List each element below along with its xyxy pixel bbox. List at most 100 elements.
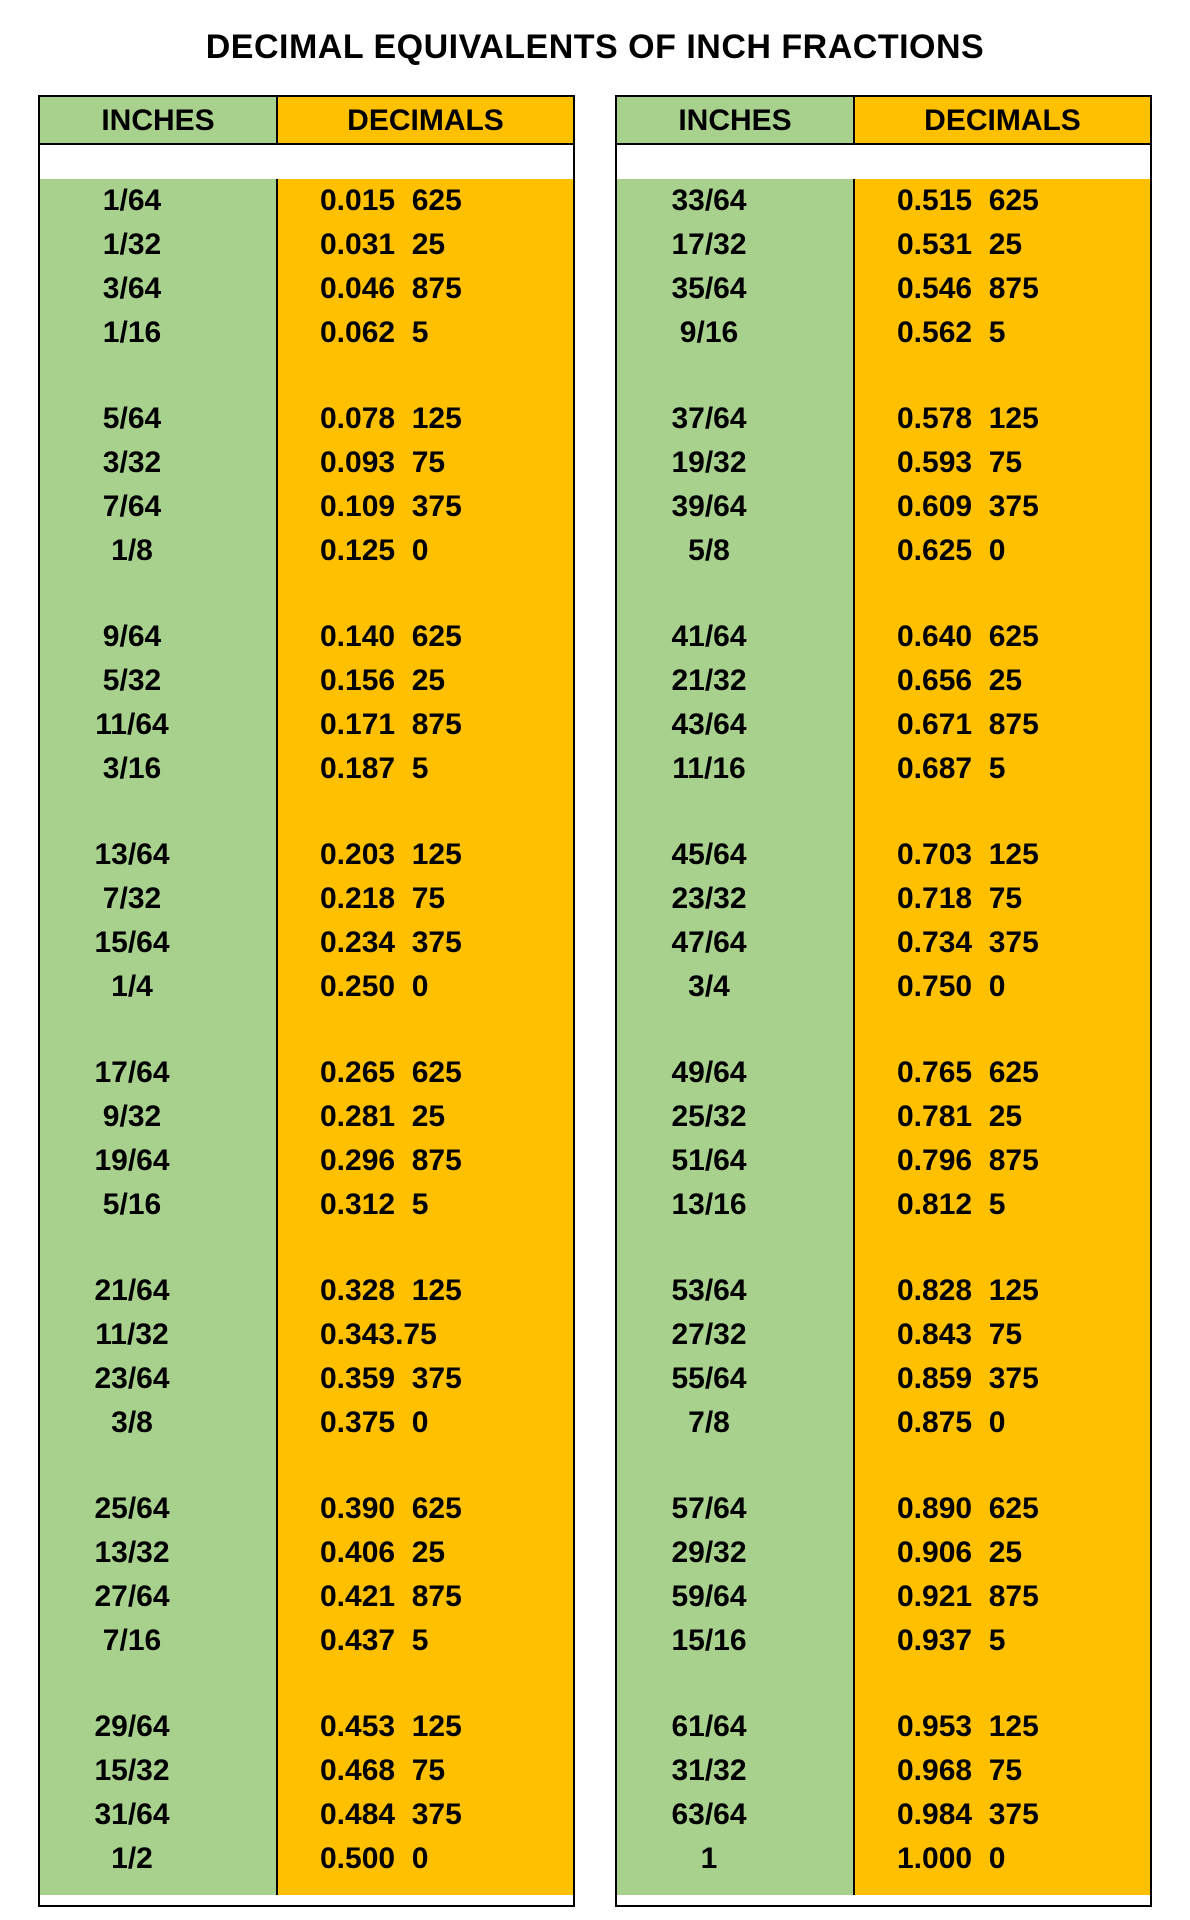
row-group: 0.703 1250.718 750.734 3750.750 0 (855, 833, 1150, 1009)
row-group: 0.765 6250.781 250.796 8750.812 5 (855, 1051, 1150, 1227)
decimal-value: 0.281 25 (278, 1095, 573, 1139)
row-group: 37/6419/3239/645/8 (617, 397, 853, 573)
decimal-value: 0.515 625 (855, 179, 1150, 223)
inches-value: 1 (617, 1837, 853, 1881)
decimal-value: 0.156 25 (278, 659, 573, 703)
decimal-value: 0.953 125 (855, 1705, 1150, 1749)
row-group: 0.953 1250.968 750.984 3751.000 0 (855, 1705, 1150, 1881)
decimal-value: 0.312 5 (278, 1183, 573, 1227)
row-group: 9/645/3211/643/16 (40, 615, 276, 791)
row-group: 0.140 6250.156 250.171 8750.187 5 (278, 615, 573, 791)
inches-value: 9/16 (617, 311, 853, 355)
row-group: 0.890 6250.906 250.921 8750.937 5 (855, 1487, 1150, 1663)
decimal-value: 0.468 75 (278, 1749, 573, 1793)
header-inches: INCHES (617, 97, 855, 143)
inches-value: 15/16 (617, 1619, 853, 1663)
inches-value: 31/32 (617, 1749, 853, 1793)
inches-value: 17/64 (40, 1051, 276, 1095)
inches-value: 13/32 (40, 1531, 276, 1575)
decimal-value: 0.734 375 (855, 921, 1150, 965)
inches-value: 21/32 (617, 659, 853, 703)
inches-value: 29/64 (40, 1705, 276, 1749)
inches-value: 7/32 (40, 877, 276, 921)
inches-value: 7/64 (40, 485, 276, 529)
inches-value: 23/64 (40, 1357, 276, 1401)
decimal-value: 0.796 875 (855, 1139, 1150, 1183)
decimal-value: 0.296 875 (278, 1139, 573, 1183)
inches-value: 49/64 (617, 1051, 853, 1095)
decimal-value: 0.687 5 (855, 747, 1150, 791)
inches-value: 35/64 (617, 267, 853, 311)
inches-value: 17/32 (617, 223, 853, 267)
decimal-value: 1.000 0 (855, 1837, 1150, 1881)
inches-value: 57/64 (617, 1487, 853, 1531)
decimal-value: 0.578 125 (855, 397, 1150, 441)
row-group: 1/641/323/641/16 (40, 179, 276, 355)
row-group: 0.328 1250.343.750.359 3750.375 0 (278, 1269, 573, 1445)
decimal-value: 0.234 375 (278, 921, 573, 965)
row-group: 0.640 6250.656 250.671 8750.687 5 (855, 615, 1150, 791)
inches-value: 1/64 (40, 179, 276, 223)
table-body: 33/6417/3235/649/16 37/6419/3239/645/8 41/… (617, 145, 1150, 1905)
decimal-value: 0.828 125 (855, 1269, 1150, 1313)
row-group: 33/6417/3235/649/16 (617, 179, 853, 355)
row-group: 21/6411/3223/643/8 (40, 1269, 276, 1445)
inches-value: 55/64 (617, 1357, 853, 1401)
inches-value: 21/64 (40, 1269, 276, 1313)
tables-wrap: INCHESDECIMALS 1/641/323/641/165/643/327/… (0, 95, 1190, 1907)
inches-value: 9/32 (40, 1095, 276, 1139)
decimal-value: 0.140 625 (278, 615, 573, 659)
decimal-value: 0.640 625 (855, 615, 1150, 659)
table-header-row: INCHESDECIMALS (617, 97, 1150, 145)
row-group: 0.203 1250.218 750.234 3750.250 0 (278, 833, 573, 1009)
decimal-value: 0.015 625 (278, 179, 573, 223)
row-group: 17/649/3219/645/16 (40, 1051, 276, 1227)
decimal-value: 0.500 0 (278, 1837, 573, 1881)
inches-value: 59/64 (617, 1575, 853, 1619)
decimal-value: 0.218 75 (278, 877, 573, 921)
decimal-value: 0.718 75 (855, 877, 1150, 921)
inches-value: 13/64 (40, 833, 276, 877)
decimal-value: 0.046 875 (278, 267, 573, 311)
row-group: 0.265 6250.281 250.296 8750.312 5 (278, 1051, 573, 1227)
inches-value: 39/64 (617, 485, 853, 529)
inches-value: 27/64 (40, 1575, 276, 1619)
inches-value: 5/8 (617, 529, 853, 573)
decimal-value: 0.875 0 (855, 1401, 1150, 1445)
inches-value: 3/8 (40, 1401, 276, 1445)
column-inches: 1/641/323/641/165/643/327/641/89/645/321… (40, 179, 278, 1895)
decimal-value: 0.656 25 (855, 659, 1150, 703)
decimal-value: 0.781 25 (855, 1095, 1150, 1139)
decimal-value: 0.984 375 (855, 1793, 1150, 1837)
inches-value: 33/64 (617, 179, 853, 223)
decimal-value: 0.703 125 (855, 833, 1150, 877)
table-header-row: INCHESDECIMALS (40, 97, 573, 145)
decimal-value: 0.890 625 (855, 1487, 1150, 1531)
decimal-value: 0.187 5 (278, 747, 573, 791)
inches-value: 45/64 (617, 833, 853, 877)
decimal-value: 0.171 875 (278, 703, 573, 747)
inches-value: 15/32 (40, 1749, 276, 1793)
inches-value: 19/64 (40, 1139, 276, 1183)
inches-value: 3/32 (40, 441, 276, 485)
row-group: 61/6431/3263/641 (617, 1705, 853, 1881)
row-group: 49/6425/3251/6413/16 (617, 1051, 853, 1227)
inches-value: 15/64 (40, 921, 276, 965)
decimal-value: 0.406 25 (278, 1531, 573, 1575)
decimal-value: 0.812 5 (855, 1183, 1150, 1227)
row-group: 0.578 1250.593 750.609 3750.625 0 (855, 397, 1150, 573)
inches-value: 1/2 (40, 1837, 276, 1881)
decimal-value: 0.421 875 (278, 1575, 573, 1619)
decimal-value: 0.937 5 (855, 1619, 1150, 1663)
inches-value: 7/16 (40, 1619, 276, 1663)
inches-value: 47/64 (617, 921, 853, 965)
conversion-table: INCHESDECIMALS33/6417/3235/649/1637/6419… (615, 95, 1152, 1907)
header-decimals: DECIMALS (855, 97, 1150, 143)
decimal-value: 0.625 0 (855, 529, 1150, 573)
inches-value: 1/32 (40, 223, 276, 267)
row-group: 25/6413/3227/647/16 (40, 1487, 276, 1663)
row-group: 29/6415/3231/641/2 (40, 1705, 276, 1881)
decimal-value: 0.437 5 (278, 1619, 573, 1663)
inches-value: 41/64 (617, 615, 853, 659)
inches-value: 7/8 (617, 1401, 853, 1445)
